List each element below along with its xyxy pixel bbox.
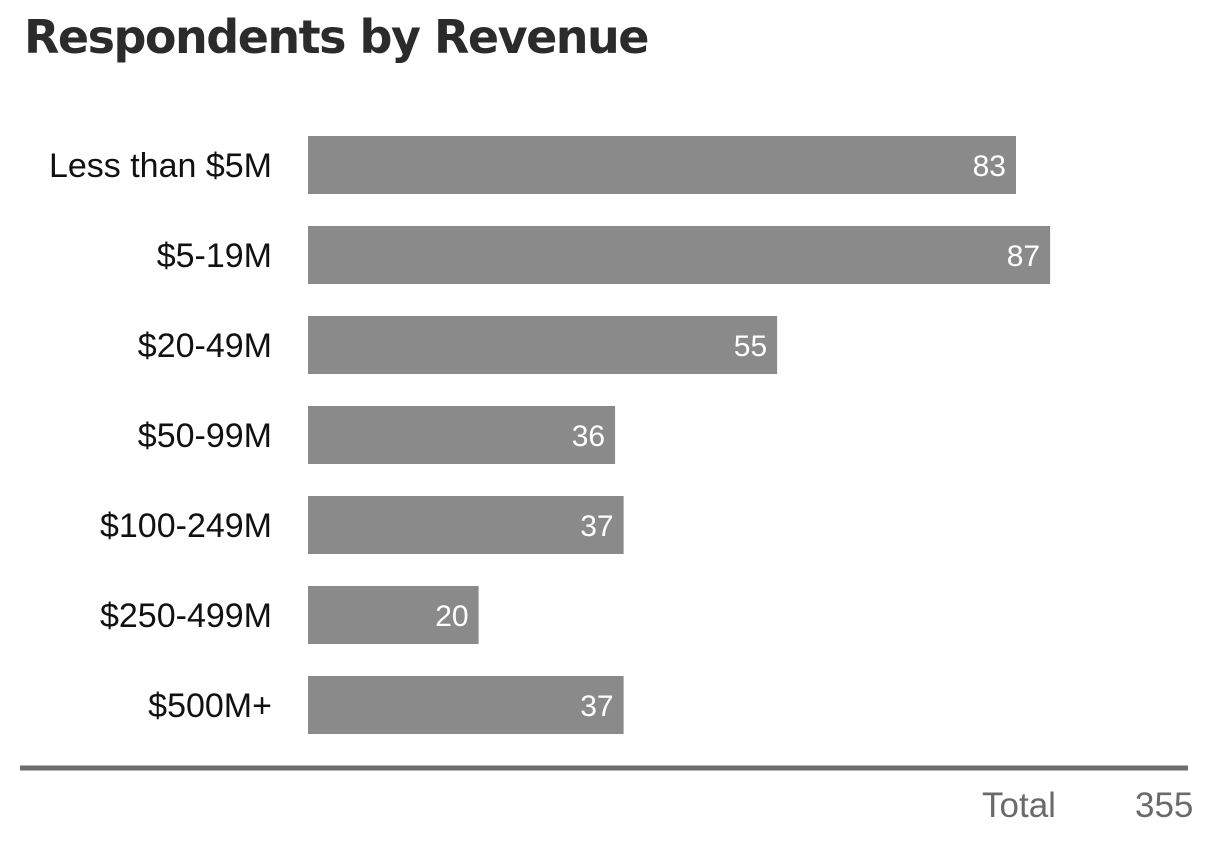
bars-group: Less than $5M 83 $5-19M 87 $20-49M 55 $50-99M 3…	[49, 136, 1051, 734]
bar-3	[308, 406, 616, 464]
total-label: Total	[982, 786, 1056, 825]
bar-6	[308, 676, 624, 734]
category-label-5: $250-499M	[100, 597, 272, 635]
data-label-6: 37	[580, 690, 613, 723]
category-label-4: $100-249M	[100, 507, 272, 545]
category-label-6: $500M+	[148, 687, 272, 725]
category-label-2: $20-49M	[138, 327, 272, 365]
data-label-3: 36	[572, 420, 605, 453]
total-value: 355	[1135, 786, 1194, 825]
category-label-0: Less than $5M	[49, 147, 272, 185]
bar-4	[308, 496, 624, 554]
data-label-5: 20	[435, 600, 468, 633]
bar-0	[308, 136, 1016, 194]
data-label-4: 37	[580, 510, 613, 543]
data-label-2: 55	[734, 330, 767, 363]
bar-2	[308, 316, 778, 374]
category-label-1: $5-19M	[157, 237, 272, 275]
bar-1	[308, 226, 1051, 284]
chart-title: Respondents by Revenue	[24, 10, 649, 64]
data-label-0: 83	[973, 150, 1006, 183]
data-label-1: 87	[1007, 240, 1040, 273]
category-label-3: $50-99M	[138, 417, 272, 455]
bar-5	[308, 586, 479, 644]
